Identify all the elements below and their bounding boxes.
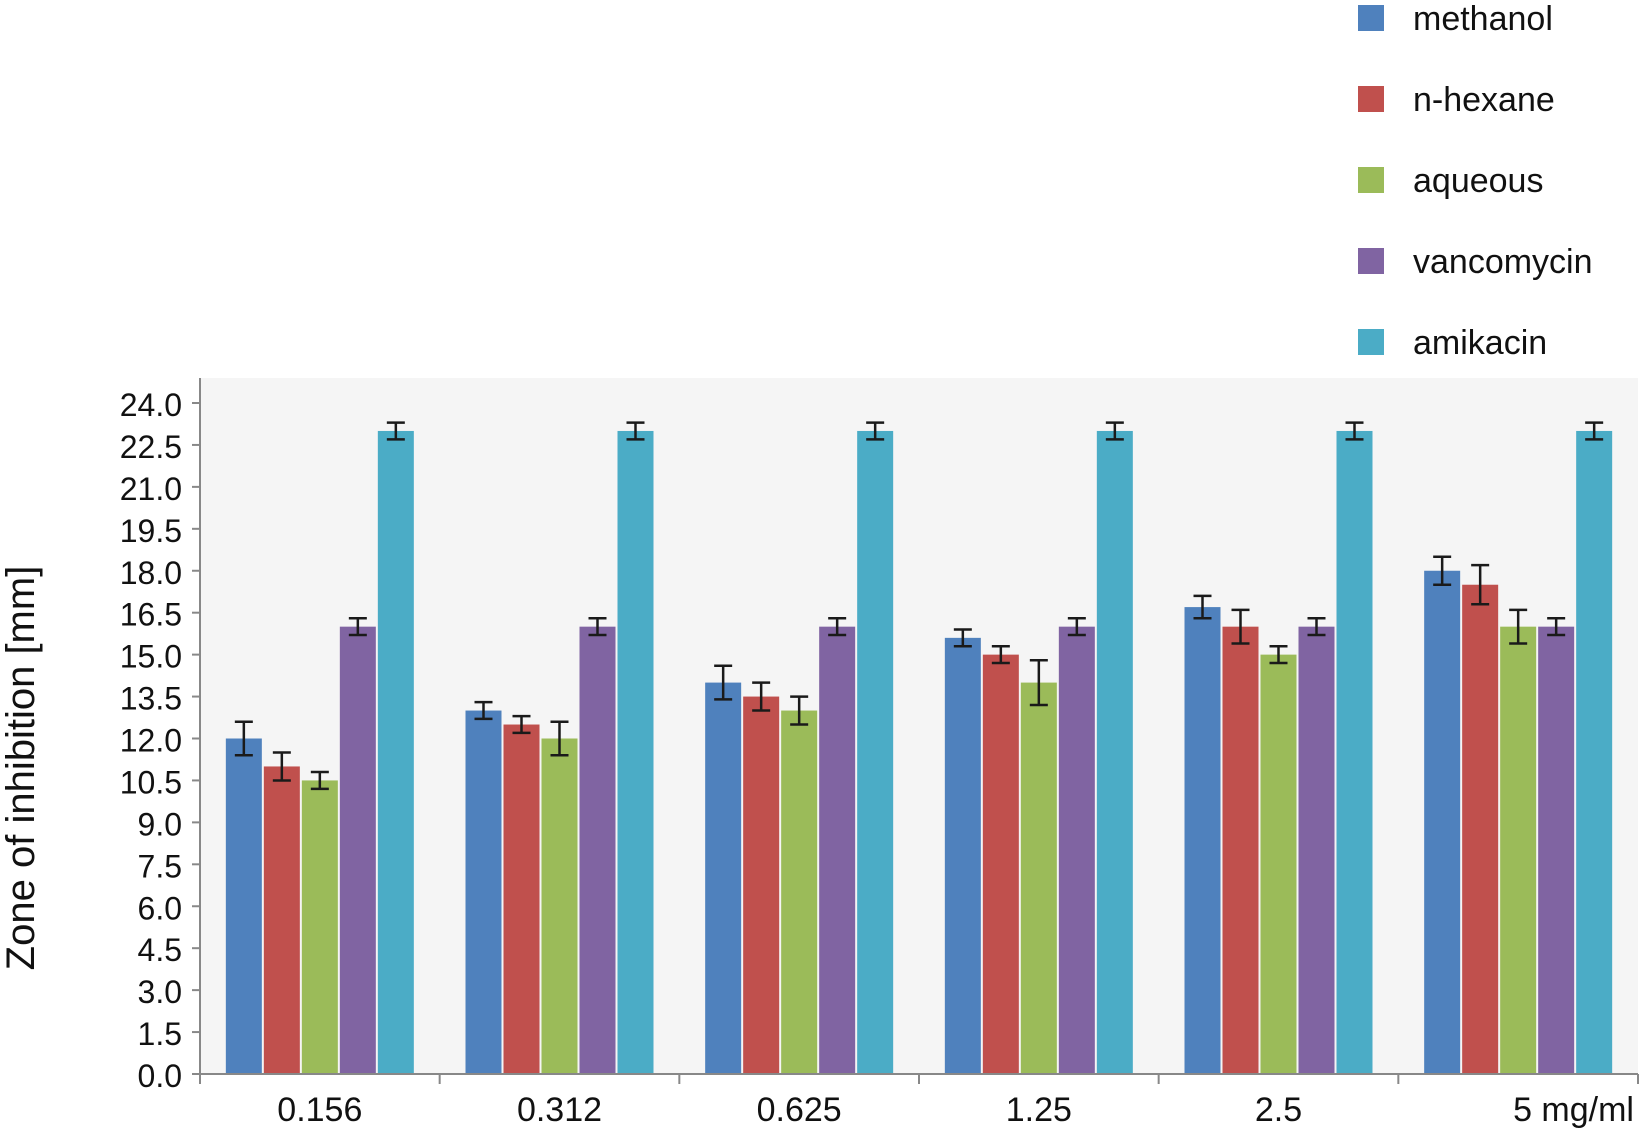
plot-area xyxy=(200,378,1638,1074)
legend-swatch xyxy=(1358,86,1384,112)
x-tick-label: 2.5 xyxy=(1255,1091,1302,1129)
legend-swatch xyxy=(1358,329,1384,355)
axes-layer xyxy=(192,378,1639,1084)
y-tick-label: 12.0 xyxy=(120,723,182,759)
legend: methanol n-hexane aqueous vancomycin amikaci… xyxy=(1358,0,1593,362)
bar-vancomycin xyxy=(339,626,376,1074)
bar-n-hexane xyxy=(263,766,300,1074)
y-tick-label: 16.5 xyxy=(120,597,182,633)
bar-methanol xyxy=(944,637,981,1074)
legend-swatch xyxy=(1358,167,1384,193)
y-tick-label: 24.0 xyxy=(120,387,182,423)
legend-label: n-hexane xyxy=(1413,81,1555,119)
bar-aqueous xyxy=(1020,682,1057,1074)
y-tick-label: 1.5 xyxy=(138,1016,182,1052)
bar-aqueous xyxy=(301,780,338,1074)
bar-n-hexane xyxy=(982,654,1019,1074)
bar-n-hexane xyxy=(1222,626,1259,1074)
bar-n-hexane xyxy=(743,696,780,1074)
bar-methanol xyxy=(1184,607,1221,1074)
bar-amikacin xyxy=(377,430,414,1074)
bar-amikacin xyxy=(617,430,654,1074)
bar-vancomycin xyxy=(1298,626,1335,1074)
legend-swatch xyxy=(1358,5,1384,31)
error-bars-layer xyxy=(234,421,1604,791)
bar-n-hexane xyxy=(503,724,540,1074)
bar-aqueous xyxy=(1500,626,1537,1074)
bar-vancomycin xyxy=(1058,626,1095,1074)
bar-amikacin xyxy=(1096,430,1133,1074)
bar-methanol xyxy=(225,738,262,1074)
y-tick-label: 9.0 xyxy=(138,806,182,842)
bar-aqueous xyxy=(541,738,578,1074)
y-tick-label: 21.0 xyxy=(120,471,182,507)
x-tick-label: 0.312 xyxy=(517,1091,602,1129)
y-tick-label: 7.5 xyxy=(138,848,182,884)
legend-label: vancomycin xyxy=(1413,243,1593,281)
bar-aqueous xyxy=(1260,654,1297,1074)
y-tick-label: 6.0 xyxy=(138,890,182,926)
legend-label: aqueous xyxy=(1413,162,1543,200)
y-tick-label: 22.5 xyxy=(120,429,182,465)
bar-vancomycin xyxy=(579,626,616,1074)
bar-amikacin xyxy=(1576,430,1613,1074)
y-tick-label: 18.0 xyxy=(120,555,182,591)
x-tick-label: 1.25 xyxy=(1006,1091,1072,1129)
x-tick-labels: 0.156 0.312 0.625 1.25 2.5 5 mg/ml xyxy=(277,1091,1634,1129)
plot-background xyxy=(200,378,1638,1074)
bar-methanol xyxy=(705,682,742,1074)
bar-aqueous xyxy=(781,710,818,1074)
y-tick-label: 3.0 xyxy=(138,974,182,1010)
y-tick-label: 13.5 xyxy=(120,681,182,717)
bar-amikacin xyxy=(857,430,894,1074)
bar-methanol xyxy=(465,710,502,1074)
y-tick-label: 4.5 xyxy=(138,932,182,968)
x-tick-label: 0.156 xyxy=(277,1091,362,1129)
y-tick-label: 15.0 xyxy=(120,639,182,675)
legend-label: methanol xyxy=(1413,0,1553,38)
bars-layer xyxy=(225,430,1613,1074)
x-tick-label: 5 mg/ml xyxy=(1513,1091,1634,1129)
y-tick-label: 10.5 xyxy=(120,764,182,800)
y-tick-label: 19.5 xyxy=(120,513,182,549)
bar-methanol xyxy=(1424,570,1461,1074)
legend-swatch xyxy=(1358,248,1384,274)
x-tick-label: 0.625 xyxy=(757,1091,842,1129)
legend-label: amikacin xyxy=(1413,324,1547,362)
y-tick-label: 0.0 xyxy=(138,1058,182,1094)
bar-amikacin xyxy=(1336,430,1373,1074)
bar-n-hexane xyxy=(1462,584,1499,1074)
bar-vancomycin xyxy=(819,626,856,1074)
bar-vancomycin xyxy=(1538,626,1575,1074)
y-tick-labels: 0.0 1.5 3.0 4.5 6.0 7.5 9.0 10.5 12.0 13.5 15.0 16.… xyxy=(120,387,182,1094)
y-axis-label: Zone of inhibition [mm] xyxy=(0,566,43,971)
